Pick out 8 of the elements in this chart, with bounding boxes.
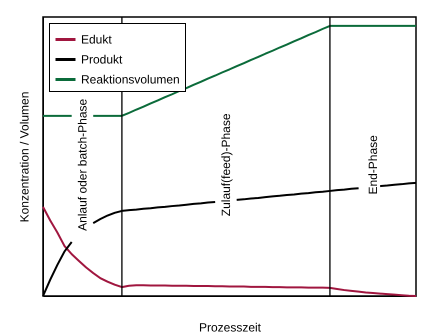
annotation: Anlauf oder batch-Phase (75, 98, 90, 231)
legend-label: Reaktionsvolumen (81, 72, 180, 86)
annotation: Zulauf(feed)-Phase (218, 113, 233, 216)
legend-label: Edukt (81, 32, 112, 46)
legend-label: Produkt (81, 52, 124, 66)
x-axis-title: Prozesszeit (198, 320, 262, 334)
y-axis-title: Konzentration / Volumen (18, 92, 32, 222)
annotation: End-Phase (366, 134, 380, 195)
